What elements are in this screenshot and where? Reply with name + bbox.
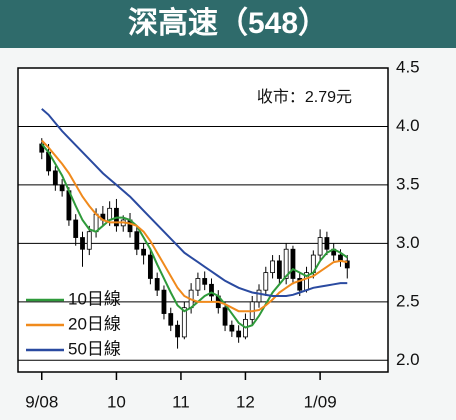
candle-body — [154, 278, 160, 291]
candle-body — [147, 254, 153, 279]
candle-body — [168, 313, 174, 326]
candle-body — [59, 184, 65, 192]
candle-body — [270, 260, 275, 274]
ma-line — [41, 139, 348, 313]
legend-label: 50日線 — [68, 339, 121, 358]
candle-body — [93, 213, 99, 233]
candle-body — [209, 283, 214, 297]
ma-line — [41, 108, 348, 297]
candle-body — [324, 237, 330, 250]
candle-body — [276, 260, 282, 279]
candle-body — [195, 278, 201, 291]
y-tick-label: 3.5 — [396, 174, 420, 193]
x-tick-label: 1/09 — [304, 392, 337, 411]
y-tick-label: 3.0 — [396, 233, 420, 252]
candle-body — [86, 231, 92, 250]
candle-body — [290, 248, 296, 279]
y-tick-label: 4.0 — [396, 116, 420, 135]
candle-body — [107, 207, 113, 221]
legend-label: 10日線 — [68, 289, 121, 308]
candle-body — [181, 307, 187, 338]
candle-body — [297, 278, 303, 291]
candle-body — [73, 219, 79, 238]
legend-label: 20日線 — [68, 314, 121, 333]
x-tick-label: 10 — [107, 392, 126, 411]
candle-body — [141, 248, 146, 256]
annotation: 收市：2.79元 — [257, 88, 352, 106]
candle-body — [134, 231, 140, 250]
candle-body — [344, 260, 350, 269]
y-tick-label: 2.5 — [396, 291, 420, 310]
chart-title: 深高速（548） — [128, 6, 328, 40]
candle-body — [161, 289, 167, 314]
y-tick-label: 2.0 — [396, 350, 420, 369]
x-tick-label: 11 — [172, 392, 190, 411]
candle-body — [256, 289, 262, 303]
candle-body — [263, 272, 269, 291]
y-tick-label: 4.5 — [396, 57, 420, 76]
candle-body — [175, 324, 180, 338]
x-tick-label: 12 — [236, 392, 255, 411]
ma-line — [40, 143, 348, 329]
candle-body — [52, 170, 58, 186]
plot-area — [17, 67, 389, 373]
title-bar — [0, 0, 456, 48]
candle-body — [317, 237, 323, 256]
candle-body — [222, 307, 228, 326]
candle-body — [283, 248, 289, 279]
candle-body — [80, 237, 85, 250]
x-tick-label: 9/08 — [25, 392, 58, 411]
candle-body — [202, 278, 208, 285]
candle-body — [236, 330, 242, 338]
candle-body — [229, 324, 235, 332]
